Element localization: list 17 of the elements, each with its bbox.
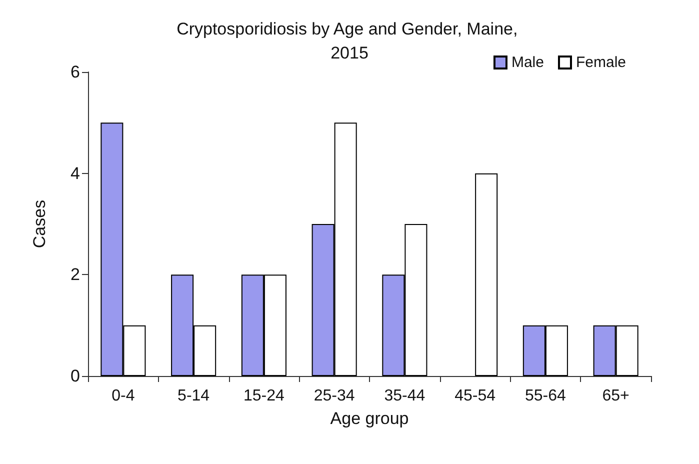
x-tick-label: 15-24 — [243, 388, 284, 404]
x-tick-label: 25-34 — [314, 388, 355, 404]
x-tick-label: 55-64 — [524, 388, 566, 404]
x-tick-label: 65+ — [602, 388, 630, 404]
legend-label: Male — [511, 54, 544, 71]
x-tick-label: 5-14 — [178, 388, 210, 404]
y-tick-label: 6 — [70, 62, 80, 82]
x-tick-label: 35-44 — [384, 388, 426, 404]
x-tick-label: 0-4 — [112, 388, 135, 404]
y-tick-label: 2 — [70, 265, 80, 284]
x-axis-title: Age group — [330, 409, 409, 428]
y-tick-label: 0 — [70, 366, 80, 386]
x-tick-label: 45-54 — [454, 388, 496, 404]
bar — [475, 173, 498, 376]
y-tick-label: 4 — [70, 164, 80, 183]
legend-label: Female — [576, 54, 626, 71]
y-axis-title: Cases — [30, 200, 49, 248]
